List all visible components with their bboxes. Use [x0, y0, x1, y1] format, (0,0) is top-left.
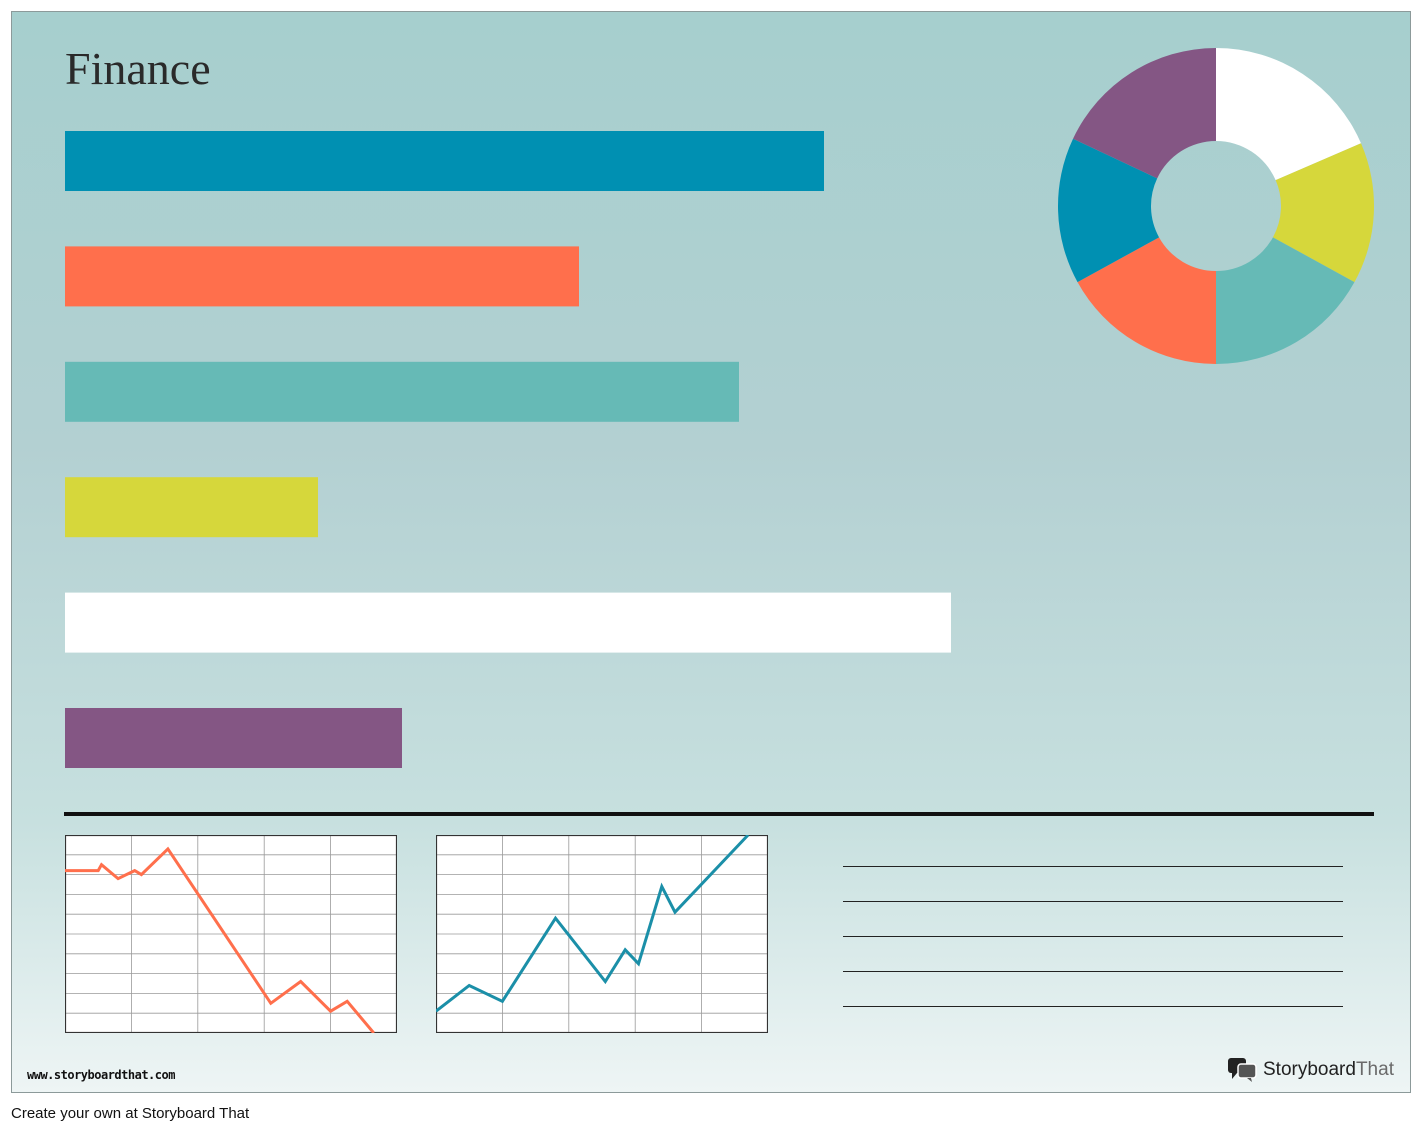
poster-title: Finance: [65, 43, 211, 94]
website-url[interactable]: www.storyboardthat.com: [27, 1068, 175, 1082]
bar-3: [65, 361, 739, 422]
donut-slice-1: [1216, 48, 1362, 181]
line-chart-decreasing: [65, 835, 397, 1033]
chart-frame: [65, 835, 397, 1033]
chart-frame: [436, 835, 768, 1033]
bar-6: [65, 708, 402, 768]
bar-5: [65, 592, 951, 653]
brand-name-light: That: [1355, 1059, 1394, 1080]
horizontal-bar-chart: [65, 131, 951, 768]
bar-1: [65, 131, 824, 191]
writing-line[interactable]: [843, 936, 1343, 937]
speech-bubbles-icon: [1228, 1058, 1257, 1082]
writing-line[interactable]: [843, 866, 1343, 867]
brand-name-dark: Storyboard: [1263, 1059, 1356, 1080]
poster: Finance www.storyboardthat.com Storyboar…: [11, 11, 1411, 1093]
donut-slice-4: [1077, 237, 1216, 364]
writing-line[interactable]: [843, 1006, 1343, 1007]
donut-slice-3: [1216, 237, 1355, 364]
brand-name: StoryboardThat: [1263, 1059, 1394, 1081]
donut-slice-5: [1058, 138, 1160, 283]
writing-line[interactable]: [843, 971, 1343, 972]
bar-4: [65, 477, 318, 538]
donut-slice-2: [1272, 143, 1374, 283]
footer-text[interactable]: Create your own at Storyboard That: [11, 1105, 250, 1122]
storyboardthat-logo: StoryboardThat: [1227, 1057, 1394, 1083]
bar-2: [65, 246, 579, 307]
line-chart-1-plot: [65, 835, 397, 1033]
line-series-1: [65, 846, 375, 1033]
line-chart-increasing: [436, 835, 768, 1033]
donut-chart: [1058, 48, 1374, 364]
line-series-2: [436, 835, 750, 1013]
donut-slice-6: [1073, 48, 1216, 179]
writing-line[interactable]: [843, 901, 1343, 902]
divider: [64, 812, 1374, 816]
line-chart-2-plot: [436, 835, 768, 1033]
